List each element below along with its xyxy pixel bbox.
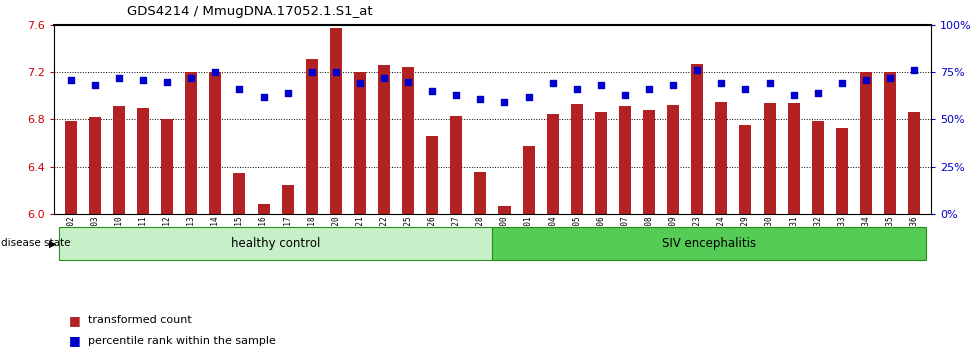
Point	[786, 92, 802, 98]
Bar	[330, 28, 342, 214]
Text: ▶: ▶	[49, 238, 57, 249]
Point	[713, 81, 729, 86]
Point	[280, 90, 296, 96]
Bar	[492, 227, 926, 260]
Point	[882, 75, 898, 81]
Point	[449, 92, 465, 98]
Point	[858, 77, 874, 82]
Point	[256, 94, 271, 99]
Bar	[595, 112, 607, 214]
Bar	[715, 102, 727, 214]
Bar	[185, 72, 197, 214]
Point	[834, 81, 850, 86]
Bar	[474, 172, 486, 214]
Point	[63, 77, 78, 82]
Point	[135, 77, 151, 82]
Point	[665, 82, 681, 88]
Point	[545, 81, 561, 86]
Bar	[788, 103, 800, 214]
Point	[183, 75, 199, 81]
Bar	[619, 107, 631, 214]
Bar	[547, 114, 559, 214]
Point	[569, 86, 585, 92]
Bar	[89, 117, 101, 214]
Text: ■: ■	[69, 314, 80, 327]
Bar	[402, 67, 415, 214]
Bar	[499, 206, 511, 214]
Point	[111, 75, 126, 81]
Bar	[667, 105, 679, 214]
Point	[472, 96, 488, 102]
Bar	[859, 72, 872, 214]
Point	[352, 81, 368, 86]
Bar	[233, 173, 245, 214]
Point	[641, 86, 657, 92]
Point	[400, 79, 416, 84]
Point	[328, 69, 344, 75]
Bar	[643, 110, 655, 214]
Bar	[691, 64, 704, 214]
Point	[376, 75, 392, 81]
Bar	[65, 121, 76, 214]
Bar	[884, 72, 896, 214]
Bar	[210, 72, 221, 214]
Text: percentile rank within the sample: percentile rank within the sample	[88, 336, 276, 346]
Bar	[306, 59, 318, 214]
Point	[593, 82, 609, 88]
Point	[809, 90, 825, 96]
Bar	[137, 108, 149, 214]
Point	[304, 69, 319, 75]
Text: GDS4214 / MmugDNA.17052.1.S1_at: GDS4214 / MmugDNA.17052.1.S1_at	[127, 5, 373, 18]
Point	[497, 99, 513, 105]
Bar	[522, 145, 535, 214]
Bar	[450, 116, 463, 214]
Point	[520, 94, 536, 99]
Bar	[354, 72, 366, 214]
Text: healthy control: healthy control	[231, 237, 320, 250]
Point	[906, 67, 922, 73]
Bar	[113, 107, 125, 214]
Bar	[908, 112, 920, 214]
Point	[617, 92, 633, 98]
Text: SIV encephalitis: SIV encephalitis	[662, 237, 757, 250]
Bar	[281, 184, 294, 214]
Bar	[161, 119, 173, 214]
Bar	[59, 227, 492, 260]
Bar	[426, 136, 438, 214]
Point	[208, 69, 223, 75]
Point	[160, 79, 175, 84]
Text: transformed count: transformed count	[88, 315, 192, 325]
Point	[689, 67, 705, 73]
Bar	[570, 104, 583, 214]
Bar	[811, 121, 824, 214]
Point	[424, 88, 440, 94]
Point	[761, 81, 777, 86]
Point	[738, 86, 754, 92]
Bar	[378, 65, 390, 214]
Bar	[763, 103, 775, 214]
Bar	[258, 204, 270, 214]
Point	[87, 82, 103, 88]
Text: disease state: disease state	[1, 238, 71, 249]
Bar	[740, 125, 752, 214]
Point	[231, 86, 247, 92]
Bar	[836, 128, 848, 214]
Text: ■: ■	[69, 334, 80, 347]
